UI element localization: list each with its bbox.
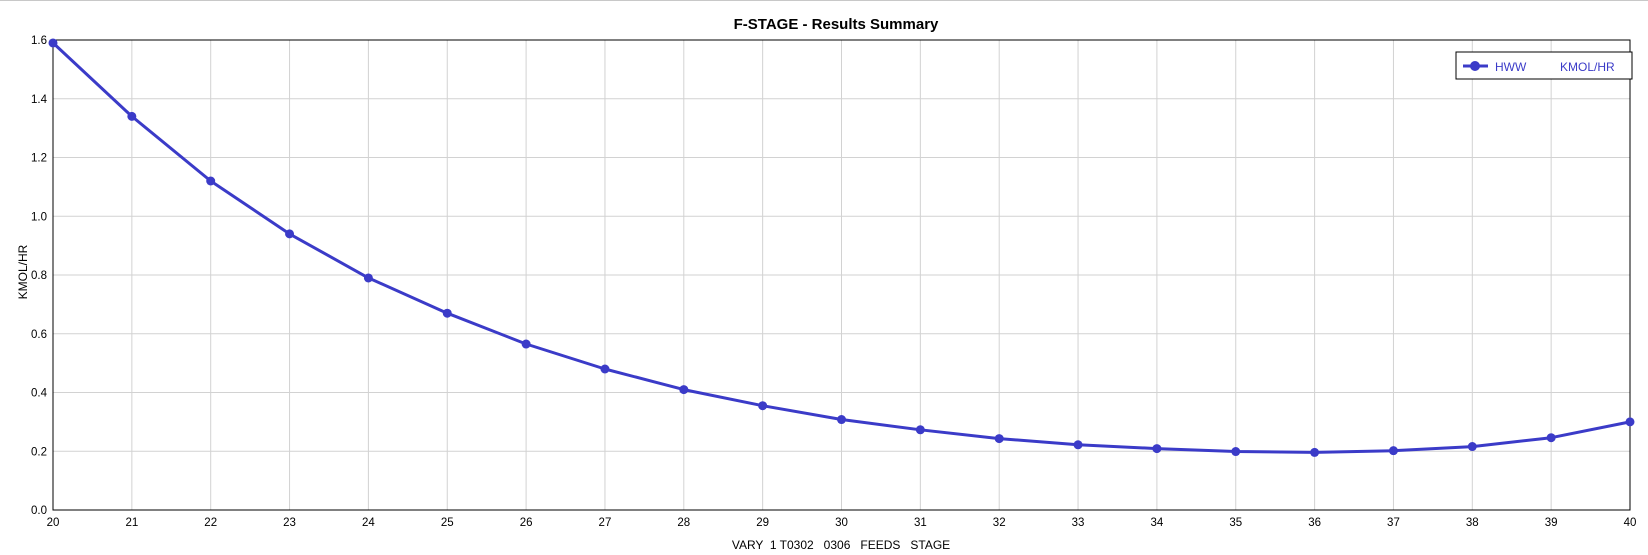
data-point[interactable] xyxy=(1310,447,1320,457)
data-point[interactable] xyxy=(285,229,295,239)
x-tick-label: 38 xyxy=(1466,517,1479,529)
x-tick-label: 34 xyxy=(1151,517,1164,529)
x-tick-label: 26 xyxy=(520,517,533,529)
data-point[interactable] xyxy=(679,385,689,395)
data-point[interactable] xyxy=(127,111,137,121)
x-tick-label: 35 xyxy=(1229,517,1242,529)
y-tick-label: 1.2 xyxy=(31,153,47,165)
x-tick-label: 39 xyxy=(1545,517,1558,529)
window-top-border xyxy=(0,0,1648,1)
legend-marker xyxy=(1470,61,1480,71)
plot-area-frame xyxy=(52,39,1631,511)
data-point[interactable] xyxy=(1625,417,1635,427)
data-point[interactable] xyxy=(758,401,768,411)
x-tick-label: 23 xyxy=(283,517,296,529)
data-point[interactable] xyxy=(915,425,925,435)
x-tick-label: 28 xyxy=(677,517,690,529)
data-point[interactable] xyxy=(442,308,452,318)
x-tick-label: 22 xyxy=(204,517,217,529)
y-tick-label: 0.0 xyxy=(31,505,47,517)
x-axis-label: VARY 1 T0302 0306 FEEDS STAGE xyxy=(732,538,950,552)
y-tick-label: 0.2 xyxy=(31,446,47,458)
legend-series-name: HWW xyxy=(1495,60,1527,74)
data-point[interactable] xyxy=(1152,444,1162,454)
data-point[interactable] xyxy=(994,434,1004,444)
x-axis-ticks: 20 21 22 23 24 25 26 27 28 29 30 31 32 33 34 35 36 37 38 39… xyxy=(47,517,1637,529)
x-tick-label: 32 xyxy=(993,517,1006,529)
data-point[interactable] xyxy=(1388,446,1398,456)
data-point[interactable] xyxy=(1467,442,1477,452)
x-tick-label: 29 xyxy=(756,517,769,529)
x-tick-label: 37 xyxy=(1387,517,1400,529)
chart-title: F-STAGE - Results Summary xyxy=(734,16,939,33)
x-tick-label: 24 xyxy=(362,517,375,529)
data-point[interactable] xyxy=(48,38,58,48)
legend-series-unit: KMOL/HR xyxy=(1560,60,1615,74)
data-point[interactable] xyxy=(1546,433,1556,443)
y-tick-label: 1.4 xyxy=(31,94,48,106)
y-tick-label: 1.0 xyxy=(31,211,47,223)
y-axis-ticks: 0.0 0.2 0.4 0.6 0.8 1.0 1.2 1.4 1.6 xyxy=(31,35,48,517)
x-tick-label: 27 xyxy=(599,517,612,529)
y-tick-label: 0.6 xyxy=(31,329,47,341)
y-tick-label: 0.8 xyxy=(31,270,47,282)
data-point[interactable] xyxy=(1073,440,1083,450)
data-point[interactable] xyxy=(1231,447,1241,457)
x-tick-label: 33 xyxy=(1072,517,1085,529)
legend[interactable]: HWW KMOL/HR xyxy=(1455,51,1633,80)
x-tick-label: 31 xyxy=(914,517,927,529)
x-tick-label: 36 xyxy=(1308,517,1321,529)
data-point[interactable] xyxy=(363,273,373,283)
x-tick-label: 21 xyxy=(125,517,138,529)
data-point[interactable] xyxy=(600,364,610,374)
chart-grid xyxy=(52,39,1631,511)
x-tick-label: 25 xyxy=(441,517,454,529)
x-tick-label: 40 xyxy=(1624,517,1637,529)
data-point[interactable] xyxy=(206,176,216,186)
x-tick-label: 20 xyxy=(47,517,60,529)
x-tick-label: 30 xyxy=(835,517,848,529)
y-tick-label: 1.6 xyxy=(31,35,47,47)
series-hww xyxy=(48,38,1635,457)
data-point[interactable] xyxy=(837,415,846,425)
y-tick-label: 0.4 xyxy=(31,388,48,400)
data-point[interactable] xyxy=(521,339,531,349)
y-axis-label: KMOL/HR xyxy=(16,244,30,299)
